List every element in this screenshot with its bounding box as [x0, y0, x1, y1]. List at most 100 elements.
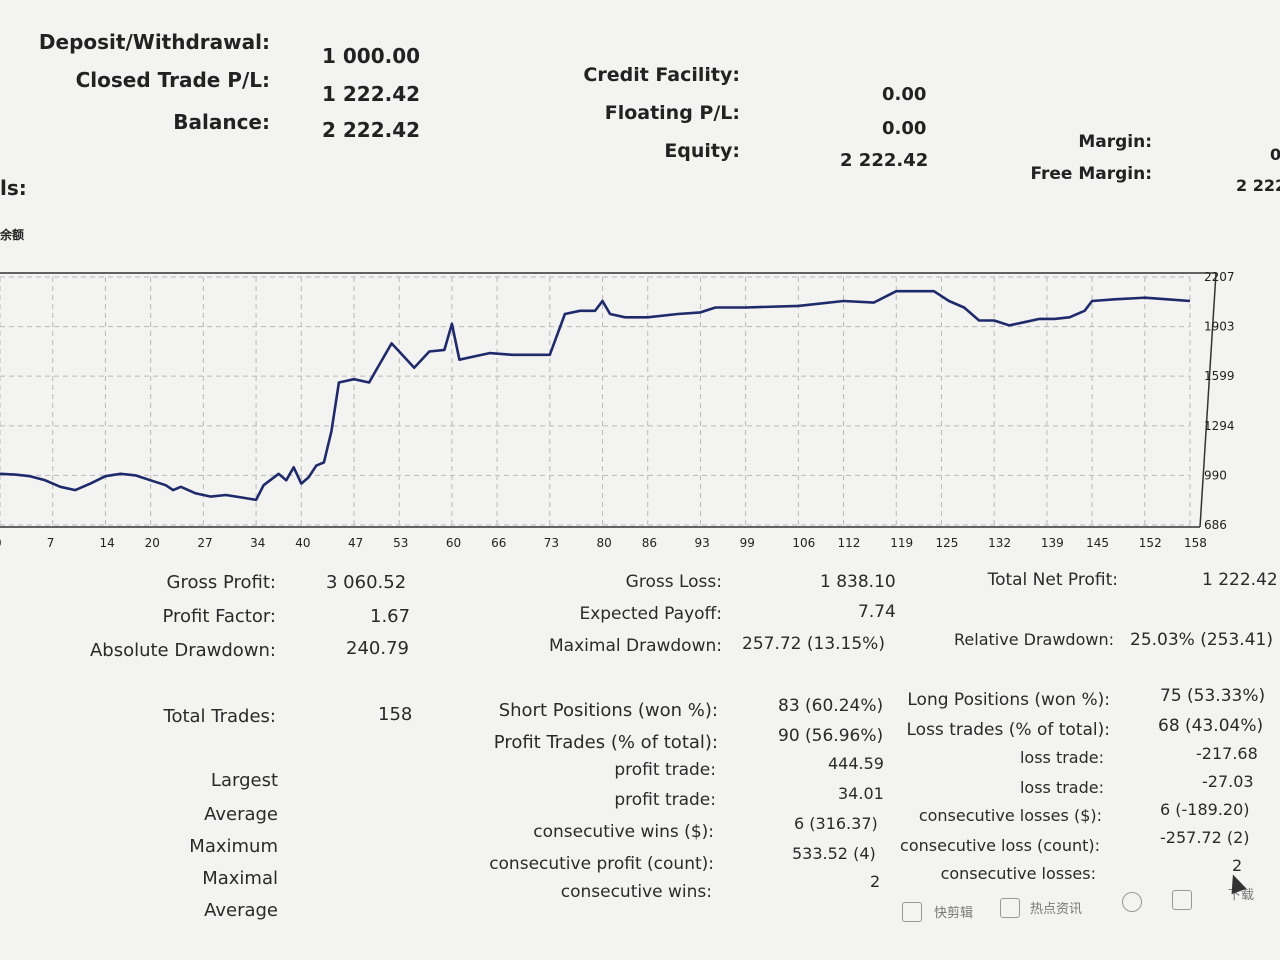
- maximal-cons-profit-value: 533.52 (4): [792, 844, 876, 863]
- x-tick-label: 106: [792, 536, 815, 550]
- x-tick-label: 60: [446, 536, 461, 550]
- profit-trades-value: 90 (56.96%): [778, 726, 884, 746]
- clock-icon[interactable]: [1122, 892, 1142, 912]
- average-loss-value: -27.03: [1202, 772, 1254, 791]
- chart-header-label: 余额: [0, 228, 25, 242]
- x-tick-label: 53: [393, 536, 408, 550]
- floating-pl-label: Floating P/L:: [604, 102, 740, 124]
- taskbar-video-editor[interactable]: 快剪辑: [934, 906, 974, 921]
- x-tick-label: 119: [890, 536, 913, 550]
- margin-value: 0: [1270, 145, 1280, 164]
- x-tick-label: 14: [99, 536, 114, 550]
- y-tick-label: 2207: [1204, 270, 1235, 284]
- y-tick-label: 990: [1204, 468, 1227, 482]
- largest-loss-value: -217.68: [1196, 744, 1258, 763]
- credit-facility-value: 0.00: [882, 84, 927, 105]
- balance-chart: 2207 1903 1599 1294 990 686 0 7 14 20 27 34 40 47 53 6…: [0, 270, 1235, 550]
- y-tick-label: 1599: [1204, 369, 1235, 383]
- maximal-drawdown-value: 257.72 (13.15%): [742, 634, 885, 654]
- total-trades-label: Total Trades:: [163, 706, 276, 727]
- maximal-cons-loss-label: consecutive loss (count):: [900, 836, 1100, 855]
- chart-axes: [0, 272, 1217, 528]
- total-trades-value: 158: [378, 704, 413, 725]
- total-net-profit-label: Total Net Profit:: [987, 570, 1118, 590]
- gross-loss-label: Gross Loss:: [625, 572, 722, 592]
- free-margin-label: Free Margin:: [1030, 164, 1152, 184]
- news-icon[interactable]: [1000, 898, 1020, 918]
- maximal-label: Maximal: [202, 868, 278, 889]
- average-profit-label: profit trade:: [614, 790, 716, 810]
- x-tick-label: 73: [544, 536, 559, 550]
- x-tick-label: 145: [1086, 536, 1109, 550]
- x-tick-label: 139: [1041, 536, 1064, 550]
- x-tick-label: 86: [642, 536, 657, 550]
- x-tick-label: 47: [348, 536, 363, 550]
- x-tick-label: 93: [694, 536, 709, 550]
- largest-profit-value: 444.59: [828, 754, 884, 773]
- average-loss-label: loss trade:: [1019, 778, 1104, 797]
- avg-cons-losses-label: consecutive losses:: [940, 864, 1096, 883]
- y-tick-label: 686: [1204, 518, 1227, 532]
- maximal-drawdown-label: Maximal Drawdown:: [549, 636, 722, 656]
- gross-loss-value: 1 838.10: [820, 572, 896, 592]
- chart-grid: [0, 276, 1191, 526]
- x-tick-label: 0: [0, 536, 2, 550]
- chart-x-ticks: 0 7 14 20 27 34 40 47 53 60 66 73 80 86 93 99 106 112 119 1…: [0, 536, 1207, 550]
- deposit-label: Deposit/Withdrawal:: [38, 30, 270, 54]
- y-tick-label: 1294: [1204, 419, 1235, 433]
- absolute-drawdown-value: 240.79: [346, 638, 409, 659]
- gross-profit-label: Gross Profit:: [166, 572, 276, 593]
- x-tick-label: 112: [838, 536, 861, 550]
- x-tick-label: 80: [597, 536, 612, 550]
- balance-value: 2 222.42: [322, 118, 421, 142]
- x-tick-label: 125: [935, 536, 958, 550]
- profit-trades-label: Profit Trades (% of total):: [493, 732, 718, 753]
- credit-facility-label: Credit Facility:: [583, 64, 740, 86]
- max-cons-wins-value: 6 (316.37): [794, 814, 878, 833]
- max-cons-wins-label: consecutive wins ($):: [533, 822, 714, 842]
- avg-cons-wins-value: 2: [870, 872, 881, 891]
- chart-right-border: [1199, 272, 1217, 528]
- loss-trades-label: Loss trades (% of total):: [906, 720, 1111, 740]
- x-tick-label: 132: [988, 536, 1011, 550]
- average-label: Average: [204, 804, 278, 825]
- absolute-drawdown-label: Absolute Drawdown:: [89, 640, 276, 661]
- taskbar-news[interactable]: 热点资讯: [1030, 902, 1083, 917]
- short-positions-value: 83 (60.24%): [778, 696, 884, 716]
- chart-series: [0, 289, 1191, 502]
- video-editor-icon[interactable]: [902, 902, 922, 922]
- details-label: ls:: [0, 176, 27, 200]
- closed-trade-value: 1 222.42: [322, 82, 421, 106]
- x-tick-label: 40: [295, 536, 310, 550]
- x-tick-label: 34: [250, 536, 265, 550]
- largest-loss-label: loss trade:: [1019, 748, 1104, 767]
- balance-label: Balance:: [173, 110, 270, 134]
- relative-drawdown-value: 25.03% (253.41): [1130, 630, 1273, 650]
- short-positions-label: Short Positions (won %):: [498, 700, 718, 721]
- max-cons-losses-label: consecutive losses ($):: [918, 806, 1102, 825]
- x-tick-label: 99: [740, 536, 755, 550]
- total-net-profit-value: 1 222.42: [1202, 570, 1278, 590]
- maximal-cons-loss-value: -257.72 (2): [1160, 828, 1250, 847]
- closed-trade-label: Closed Trade P/L:: [75, 68, 270, 92]
- long-positions-value: 75 (53.33%): [1160, 686, 1266, 706]
- profit-factor-label: Profit Factor:: [162, 606, 276, 627]
- max-cons-losses-value: 6 (-189.20): [1160, 800, 1250, 819]
- taskbar-download[interactable]: 下载: [1228, 888, 1255, 903]
- average2-label: Average: [204, 900, 278, 921]
- free-margin-value: 2 222: [1236, 176, 1280, 195]
- expected-payoff-value: 7.74: [858, 602, 896, 622]
- y-tick-label: 1903: [1204, 320, 1235, 334]
- avg-cons-wins-label: consecutive wins:: [560, 882, 712, 902]
- largest-profit-label: profit trade:: [614, 760, 716, 780]
- expected-payoff-label: Expected Payoff:: [579, 604, 722, 624]
- x-tick-label: 66: [491, 536, 506, 550]
- margin-label: Margin:: [1078, 132, 1152, 152]
- pin-icon[interactable]: [1172, 890, 1192, 910]
- equity-label: Equity:: [664, 140, 740, 162]
- deposit-value: 1 000.00: [322, 44, 421, 68]
- balance-series-line: [0, 289, 1191, 502]
- relative-drawdown-label: Relative Drawdown:: [954, 630, 1114, 649]
- maximal-cons-profit-label: consecutive profit (count):: [489, 854, 714, 874]
- x-tick-label: 152: [1139, 536, 1162, 550]
